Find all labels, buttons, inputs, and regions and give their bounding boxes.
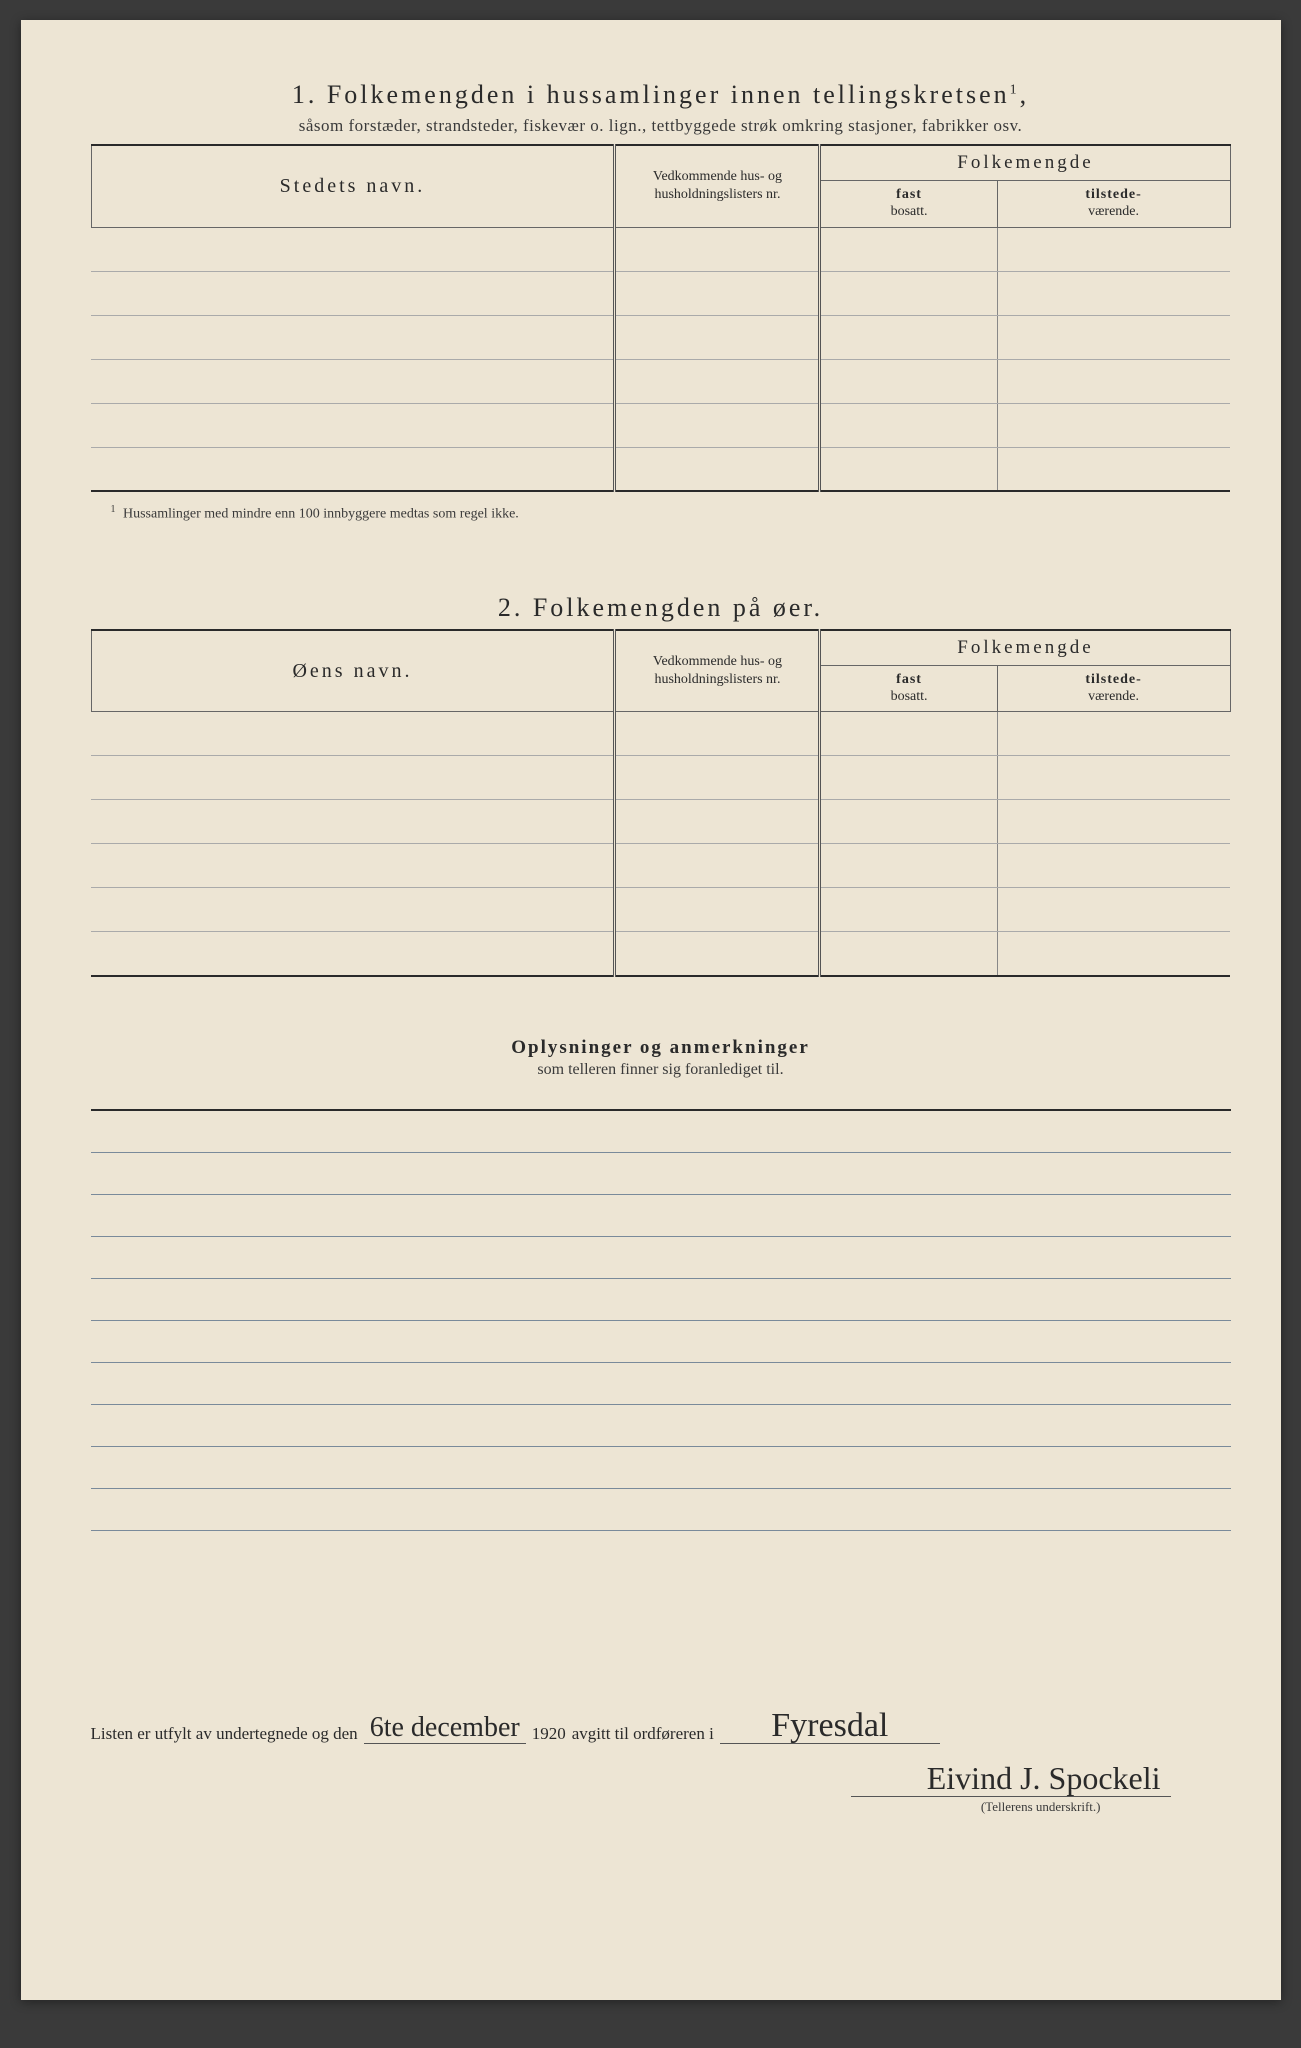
section-1-number: 1. xyxy=(292,80,318,109)
sig-date-hand: 6te december xyxy=(370,1712,520,1743)
section-1-subtitle: såsom forstæder, strandsteder, fiskevær … xyxy=(91,116,1231,136)
section-2-number: 2. xyxy=(498,593,524,622)
footnote-text: Hussamlinger med mindre enn 100 innbygge… xyxy=(123,507,519,522)
table-row xyxy=(91,888,1230,932)
col-header-tilstede: tilstede-værende. xyxy=(997,181,1230,228)
section-1-title: 1. Folkemengden i hussamlinger innen tel… xyxy=(91,80,1231,110)
table-row xyxy=(91,800,1230,844)
table-row xyxy=(91,844,1230,888)
ruled-line xyxy=(91,1237,1231,1279)
col2-header-tilstede: tilstede-værende. xyxy=(997,665,1230,712)
sig-prefix: Listen er utfylt av undertegnede og den xyxy=(91,1724,358,1744)
sig-date-fill: 6te december xyxy=(364,1715,526,1744)
section-2-title: 2. Folkemengden på øer. xyxy=(91,593,1231,623)
col-header-folkemengde: Folkemengde xyxy=(820,145,1230,181)
ruled-line xyxy=(91,1153,1231,1195)
col-header-list: Vedkommende hus- og husholdningslisters … xyxy=(615,145,820,227)
table-row xyxy=(91,447,1230,491)
footnote-mark: 1 xyxy=(111,504,116,515)
col-header-fast: fastbosatt. xyxy=(820,181,997,228)
ruled-line xyxy=(91,1447,1231,1489)
col2-header-list: Vedkommende hus- og husholdningslisters … xyxy=(615,630,820,712)
sig-year: 1920 xyxy=(532,1724,566,1744)
ruled-line xyxy=(91,1279,1231,1321)
ruled-line xyxy=(91,1489,1231,1531)
remarks-ruled-lines xyxy=(91,1109,1231,1531)
table-row xyxy=(91,932,1230,976)
table-row xyxy=(91,359,1230,403)
col2-header-folkemengde: Folkemengde xyxy=(820,630,1230,666)
sig-name-hand: Eivind J. Spockeli xyxy=(927,1760,1161,1796)
remarks-block: Oplysninger og anmerkninger som telleren… xyxy=(91,1037,1231,1079)
table-row xyxy=(91,227,1230,271)
signature-caption: (Tellerens underskrift.) xyxy=(91,1799,1231,1815)
signature-block: Listen er utfylt av undertegnede og den … xyxy=(91,1711,1231,1816)
col2-header-fast: fastbosatt. xyxy=(820,665,997,712)
signature-name-row: Eivind J. Spockeli xyxy=(91,1764,1231,1797)
sig-name-fill: Eivind J. Spockeli xyxy=(851,1764,1171,1797)
sig-place-fill: Fyresdal xyxy=(720,1711,940,1745)
sig-place-hand: Fyresdal xyxy=(771,1707,888,1744)
census-form-page: 1. Folkemengden i hussamlinger innen tel… xyxy=(21,20,1281,2000)
section-2-table: Øens navn. Vedkommende hus- og husholdni… xyxy=(91,629,1231,977)
section-2-title-text: Folkemengden på øer. xyxy=(533,593,823,622)
section-1-title-text: Folkemengden i hussamlinger innen tellin… xyxy=(327,80,1010,109)
table-row xyxy=(91,403,1230,447)
ruled-line xyxy=(91,1405,1231,1447)
remarks-title: Oplysninger og anmerkninger xyxy=(91,1037,1231,1059)
section-1-footnote: 1 Hussamlinger med mindre enn 100 innbyg… xyxy=(91,504,1231,523)
section-2-tbody xyxy=(91,712,1230,976)
signature-line: Listen er utfylt av undertegnede og den … xyxy=(91,1711,1231,1745)
table-row xyxy=(91,271,1230,315)
remarks-subtitle: som telleren finner sig foranlediget til… xyxy=(91,1061,1231,1079)
table-row xyxy=(91,315,1230,359)
section-1: 1. Folkemengden i hussamlinger innen tel… xyxy=(91,80,1231,523)
section-1-title-tail: , xyxy=(1020,80,1030,109)
ruled-line xyxy=(91,1321,1231,1363)
sig-mid: avgitt til ordføreren i xyxy=(572,1724,714,1744)
col2-header-name: Øens navn. xyxy=(91,630,615,712)
col-header-name: Stedets navn. xyxy=(91,145,615,227)
section-1-tbody xyxy=(91,227,1230,491)
ruled-line xyxy=(91,1111,1231,1153)
ruled-line xyxy=(91,1363,1231,1405)
section-1-table: Stedets navn. Vedkommende hus- og hushol… xyxy=(91,144,1231,492)
section-1-title-sup: 1 xyxy=(1010,82,1020,97)
table-row xyxy=(91,712,1230,756)
table-row xyxy=(91,756,1230,800)
section-2: 2. Folkemengden på øer. Øens navn. Vedko… xyxy=(91,593,1231,977)
ruled-line xyxy=(91,1195,1231,1237)
